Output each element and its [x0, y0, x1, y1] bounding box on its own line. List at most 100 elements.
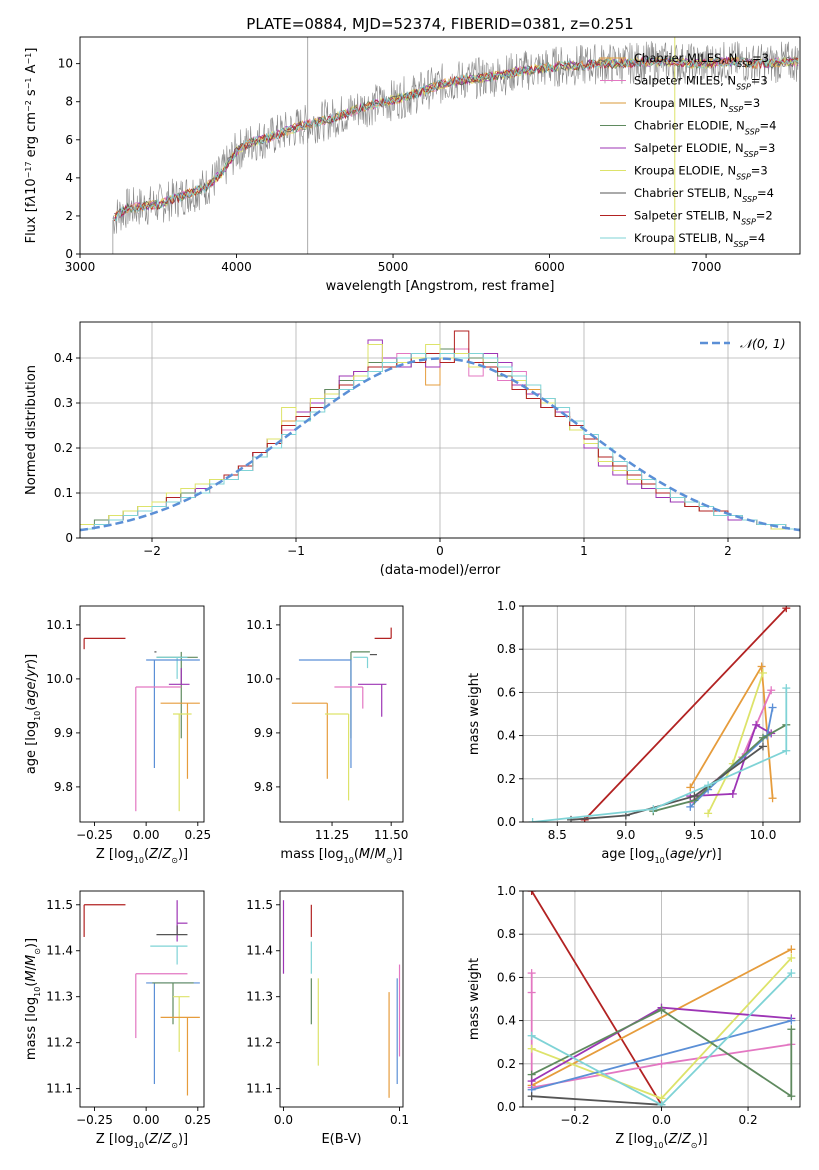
y-tick-label: 0.1: [54, 486, 73, 500]
y-tick-label: 0.6: [497, 970, 516, 984]
x-tick-label: 0.00: [133, 828, 160, 842]
y-tick-label: 0.3: [54, 396, 73, 410]
x-tick-label: 0.25: [184, 828, 211, 842]
axes-frame: [79, 605, 205, 823]
x-tick-label: 4000: [221, 260, 252, 274]
x-axis-label: mass [log10(M/M⊙)]: [280, 847, 402, 865]
axes-frame: [279, 890, 404, 1108]
x-tick-label: 11.50: [374, 828, 408, 842]
y-tick-label: 0: [65, 531, 73, 545]
y-axis-label: mass [log10(M/M⊙)]: [24, 938, 42, 1060]
x-tick-label: 0: [436, 544, 444, 558]
weight-line: [531, 1008, 793, 1098]
legend-entry: Chabrier MILES, NSSP=3: [634, 51, 769, 69]
x-tick-label: −0.2: [560, 1113, 589, 1127]
errorbar-point: [176, 900, 188, 942]
y-tick-label: 10: [58, 57, 73, 71]
weight-line: [531, 1095, 662, 1106]
y-tick-label: 9.9: [54, 726, 73, 740]
y-tick-label: 11.3: [46, 990, 73, 1004]
x-tick-label: 10.0: [750, 828, 777, 842]
errorbar-point: [135, 973, 188, 1039]
errorbar-point: [83, 637, 126, 650]
legend-entry: Salpeter ELODIE, NSSP=3: [634, 141, 775, 159]
y-tick-label: 9.8: [54, 780, 73, 794]
x-tick-label: 3000: [65, 260, 96, 274]
plot-area: [527, 891, 796, 1107]
errorbar-point: [173, 713, 192, 812]
errorbar-point: [298, 659, 352, 768]
y-tick-label: 1.0: [497, 599, 516, 613]
weight-line: [531, 948, 792, 1087]
x-tick-label: −1: [287, 544, 305, 558]
x-tick-label: 0.1: [390, 1113, 409, 1127]
y-tick-label: 11.5: [46, 898, 73, 912]
y-tick-label: 11.4: [246, 944, 273, 958]
x-tick-label: 0.00: [133, 1113, 160, 1127]
chart-spectrum: Chabrier MILES, NSSP=3 Salpeter MILES, NS…: [24, 36, 801, 294]
y-tick-label: 11.1: [246, 1082, 273, 1096]
errorbar-point: [150, 945, 188, 965]
errorbar-point: [334, 686, 364, 709]
y-tick-label: 11.2: [246, 1036, 273, 1050]
x-tick-label: 8.5: [548, 828, 567, 842]
errorbar-point: [160, 702, 200, 779]
chart-mass_vs_ebv: 0.0 0.1 11.1 11.2 11.3 11.4 11.5 E(B-V): [246, 890, 409, 1147]
errorbar-point: [146, 659, 200, 768]
x-tick-label: −0.25: [76, 1113, 113, 1127]
legend-entry: Salpeter MILES, NSSP=3: [634, 74, 768, 92]
plot-area: [80, 330, 800, 538]
chart-age_vs_Z: −0.25 0.00 0.25 9.8 9.9 10.0 10.1 Z [log10(Z/Z⊙…: [24, 605, 211, 865]
legend-entry: Chabrier ELODIE, NSSP=4: [634, 119, 776, 137]
y-axis-label: mass weight: [467, 673, 482, 755]
y-axis-label: mass weight: [467, 958, 482, 1040]
legend-entry: Chabrier STELIB, NSSP=4: [634, 186, 774, 204]
x-axis-label: Z [log10(Z/Z⊙)]: [96, 847, 188, 865]
y-tick-label: 6: [65, 133, 73, 147]
panels: Chabrier MILES, NSSP=3 Salpeter MILES, NS…: [24, 36, 801, 1150]
chart-mass_weight_vs_Z: −0.2 0.0 0.2 0.0 0.2 0.4 0.6 0.8 1.0 Z [log10(Z/Z…: [467, 884, 801, 1150]
legend-entry: 𝒩(0, 1): [740, 336, 786, 351]
errorbar-point: [156, 656, 188, 679]
axes-frame: [79, 36, 801, 255]
x-tick-label: 9.0: [616, 828, 635, 842]
plot-area: [83, 637, 200, 812]
plot-area: [528, 606, 791, 822]
y-tick-label: 4: [65, 171, 73, 185]
errorbar-point: [291, 702, 328, 779]
plot-area: [291, 627, 392, 801]
legend: 𝒩(0, 1): [700, 336, 786, 351]
weight-line: [689, 707, 774, 808]
x-tick-label: 1: [580, 544, 588, 558]
observed-spectrum: [112, 41, 799, 234]
errorbar-point: [168, 668, 190, 685]
x-tick-label: 6000: [534, 260, 565, 274]
x-tick-label: 9.5: [685, 828, 704, 842]
x-axis-label: wavelength [Angstrom, rest frame]: [326, 279, 555, 294]
x-tick-label: −2: [143, 544, 161, 558]
errorbar-point: [156, 925, 188, 936]
errorbar-point: [173, 996, 190, 1052]
y-tick-label: 2: [65, 209, 73, 223]
y-tick-label: 11.3: [246, 990, 273, 1004]
y-tick-label: 1.0: [497, 884, 516, 898]
x-tick-label: 2: [724, 544, 732, 558]
chart-mass_vs_Z: −0.25 0.00 0.25 11.1 11.2 11.3 11.4 11.5 Z [log1…: [24, 890, 211, 1150]
x-axis-label: age [log10(age/yr)]: [601, 847, 721, 865]
x-tick-label: 0.25: [184, 1113, 211, 1127]
errorbar-point: [83, 904, 126, 937]
x-tick-label: 5000: [378, 260, 409, 274]
chart-residuals: 𝒩(0, 1) −2 −1 0 1 2 0 0.1 0.2 0.3 0.4 (data-model)/…: [24, 321, 801, 578]
y-axis-label: Normed distribution: [24, 365, 39, 495]
axes-frame: [279, 605, 404, 823]
y-tick-label: 10.0: [246, 672, 273, 686]
y-tick-label: 0.2: [54, 441, 73, 455]
y-tick-label: 0.2: [497, 1057, 516, 1071]
axes-frame: [522, 605, 801, 823]
x-axis-label: E(B-V): [321, 1132, 361, 1147]
y-tick-label: 8: [65, 95, 73, 109]
errorbar-point: [160, 1016, 200, 1096]
chart-age_vs_mass: 11.25 11.50 9.8 9.9 10.0 10.1 mass [log10(M/M⊙…: [246, 605, 408, 865]
y-tick-label: 0.8: [497, 642, 516, 656]
